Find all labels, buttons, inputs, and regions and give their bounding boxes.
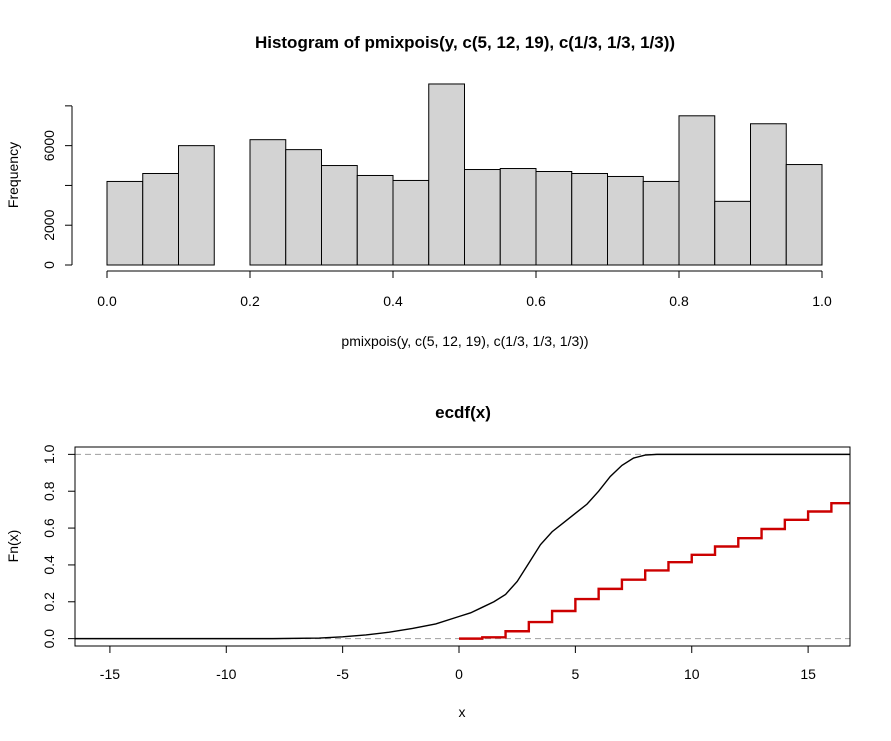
ecdf-red-step <box>459 501 850 640</box>
histogram-bar <box>571 172 608 266</box>
ecdf-x-tick-label: 15 <box>800 666 816 682</box>
histogram-panel: Histogram of pmixpois(y, c(5, 12, 19), c… <box>5 33 832 349</box>
histogram-bar <box>392 179 430 266</box>
ecdf-y-tick-label: 0.4 <box>41 555 57 575</box>
ecdf-title: ecdf(x) <box>435 403 491 422</box>
histogram-bar <box>106 180 144 266</box>
histogram-bar <box>499 168 537 266</box>
histogram-x-tick-label: 0.8 <box>669 293 689 309</box>
ecdf-x-tick-label: -15 <box>100 666 120 682</box>
histogram-bar <box>642 180 680 266</box>
ecdf-x-label: x <box>459 704 466 720</box>
histogram-bar <box>249 139 287 266</box>
ecdf-y-label: Fn(x) <box>5 530 21 563</box>
ecdf-series <box>75 453 850 640</box>
histogram-bars <box>106 83 823 266</box>
histogram-y-tick-label: 6000 <box>41 130 57 161</box>
ecdf-y-tick-label: 0.6 <box>41 518 57 538</box>
histogram-bar <box>356 174 394 266</box>
histogram-y-label: Frequency <box>5 142 21 208</box>
histogram-x-label: pmixpois(y, c(5, 12, 19), c(1/3, 1/3, 1/… <box>341 333 588 349</box>
histogram-bar <box>142 172 179 266</box>
ecdf-x-tick-label: 5 <box>571 666 579 682</box>
histogram-y-ticks: 0 2000 6000 <box>41 105 72 269</box>
histogram-y-tick-label: 0 <box>41 261 57 269</box>
ecdf-x-tick-label: 10 <box>684 666 700 682</box>
ecdf-y-tick-label: 0.0 <box>41 629 57 649</box>
histogram-y-tick-label: 2000 <box>41 209 57 240</box>
histogram-bar <box>535 171 573 266</box>
ecdf-y-tick-label: 1.0 <box>41 444 57 464</box>
ecdf-panel: ecdf(x) -15 -10 -5 0 5 10 15 0.0 0.2 0.4 0.6 0.8 1.… <box>5 403 851 720</box>
histogram-x-tick-label: 1.0 <box>812 293 832 309</box>
histogram-x-tick-label: 0.0 <box>97 293 117 309</box>
ecdf-plot-box <box>74 446 851 647</box>
ecdf-x-tick-label: 0 <box>455 666 463 682</box>
histogram-bar <box>714 200 751 266</box>
ecdf-x-tick-label: -5 <box>336 666 349 682</box>
histogram-bar <box>321 165 358 266</box>
histogram-bar <box>750 123 787 266</box>
histogram-bar <box>428 83 465 266</box>
histogram-bar <box>785 164 823 266</box>
histogram-bar <box>178 145 215 266</box>
ecdf-black-curve <box>75 453 850 640</box>
ecdf-y-tick-label: 0.8 <box>41 481 57 501</box>
histogram-bar <box>285 149 322 266</box>
histogram-x-tick-label: 0.6 <box>526 293 546 309</box>
histogram-bar <box>464 169 501 266</box>
histogram-x-tick-label: 0.4 <box>383 293 403 309</box>
ecdf-x-ticks: -15 -10 -5 0 5 10 15 <box>100 646 816 682</box>
ecdf-y-ticks: 0.0 0.2 0.4 0.6 0.8 1.0 <box>41 444 75 648</box>
ecdf-y-tick-label: 0.2 <box>41 592 57 612</box>
histogram-bar <box>678 115 716 266</box>
histogram-x-tick-label: 0.2 <box>240 293 260 309</box>
histogram-bar <box>607 175 644 266</box>
histogram-x-ticks: 0.0 0.2 0.4 0.6 0.8 1.0 <box>97 271 832 309</box>
histogram-title: Histogram of pmixpois(y, c(5, 12, 19), c… <box>255 33 675 52</box>
ecdf-x-tick-label: -10 <box>216 666 236 682</box>
